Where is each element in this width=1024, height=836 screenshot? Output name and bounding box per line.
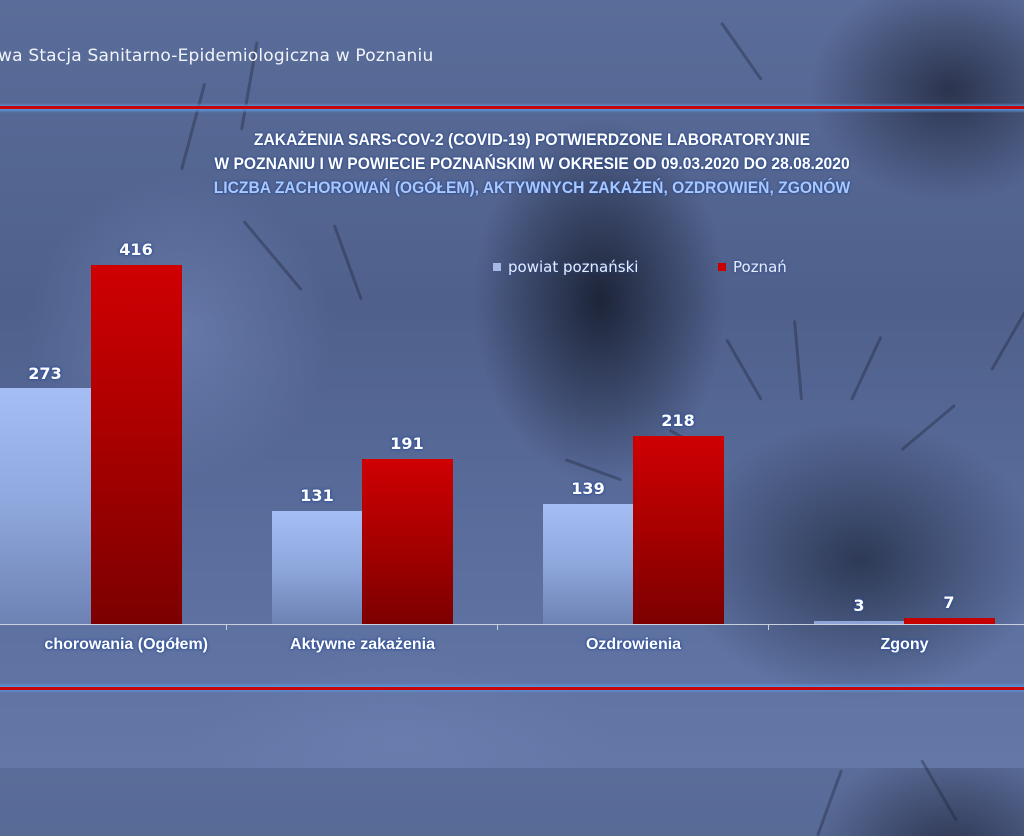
value-label-poznan-aktywne: 191 bbox=[390, 434, 424, 453]
category-label-zgony: Zgony bbox=[880, 636, 929, 653]
chart-title: ZAKAŻENIA SARS-COV-2 (COVID-19) POTWIERD… bbox=[43, 128, 1022, 200]
x-axis-tick bbox=[497, 624, 498, 630]
value-label-poznan-zachorowania: 416 bbox=[119, 240, 153, 259]
bar-poznan-zachorowania bbox=[91, 265, 182, 624]
legend-label-powiat: powiat poznański bbox=[508, 258, 639, 276]
value-label-powiat-ozdrowienia: 139 bbox=[571, 479, 605, 498]
bottom-divider bbox=[0, 687, 1024, 690]
legend-swatch-red-icon bbox=[718, 263, 726, 271]
legend-swatch-blue-icon bbox=[493, 263, 501, 271]
x-axis-tick bbox=[226, 624, 227, 630]
value-label-powiat-aktywne: 131 bbox=[300, 486, 334, 505]
bar-powiat-ozdrowienia bbox=[543, 504, 633, 624]
organization-name: wa Stacja Sanitarno-Epidemiologiczna w P… bbox=[0, 46, 434, 66]
legend-item-poznan: Poznań bbox=[718, 258, 787, 276]
legend-item-powiat: powiat poznański bbox=[493, 258, 638, 276]
bar-poznan-zgony bbox=[904, 618, 995, 624]
bar-powiat-aktywne bbox=[272, 511, 362, 624]
value-label-poznan-ozdrowienia: 218 bbox=[661, 411, 695, 430]
top-divider bbox=[0, 106, 1024, 109]
bar-poznan-aktywne bbox=[362, 459, 453, 624]
x-axis-line bbox=[0, 624, 1024, 625]
value-label-powiat-zgony: 3 bbox=[853, 596, 865, 615]
chart-subtitle: LICZBA ZACHOROWAŃ (OGÓŁEM), AKTYWNYCH ZA… bbox=[213, 178, 851, 197]
legend-label-poznan: Poznań bbox=[733, 258, 787, 276]
bar-powiat-zgony bbox=[814, 621, 904, 624]
value-label-powiat-zachorowania: 273 bbox=[28, 364, 62, 383]
value-label-poznan-zgony: 7 bbox=[943, 593, 955, 612]
bar-powiat-zachorowania bbox=[0, 388, 91, 624]
category-label-zachorowania: chorowania (Ogółem) bbox=[44, 636, 208, 653]
category-label-ozdrowienia: Ozdrowienia bbox=[585, 636, 682, 653]
bar-poznan-ozdrowienia bbox=[633, 436, 724, 624]
chart-title-line-1: ZAKAŻENIA SARS-COV-2 (COVID-19) POTWIERD… bbox=[253, 130, 811, 149]
x-axis-tick bbox=[768, 624, 769, 630]
category-label-aktywne: Aktywne zakażenia bbox=[290, 636, 435, 653]
chart-title-line-2: W POZNANIU I W POWIECIE POZNAŃSKIM W OKR… bbox=[214, 154, 850, 173]
